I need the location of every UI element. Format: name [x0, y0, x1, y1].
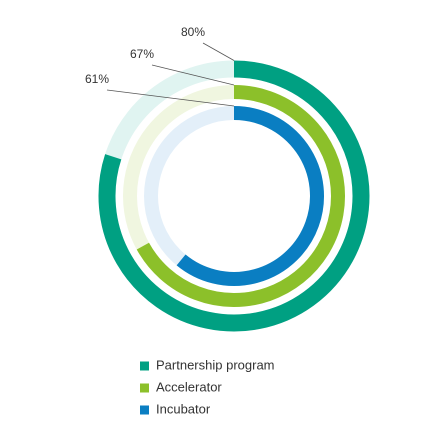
legend-label: Incubator	[156, 401, 211, 416]
ring-bar	[176, 106, 324, 286]
legend-label: Partnership program	[156, 357, 275, 372]
ring-bar	[98, 60, 370, 332]
value-label: 80%	[181, 25, 205, 39]
legend-swatch	[140, 361, 149, 371]
legend-label: Accelerator	[156, 379, 222, 394]
leader-line	[151, 64, 235, 86]
leader-line	[202, 42, 235, 61]
value-label: 61%	[85, 72, 109, 86]
value-label: 67%	[130, 47, 154, 61]
leader-line	[106, 89, 235, 107]
legend-swatch	[140, 405, 149, 415]
legend-swatch	[140, 383, 149, 393]
ring-bar	[136, 85, 345, 307]
